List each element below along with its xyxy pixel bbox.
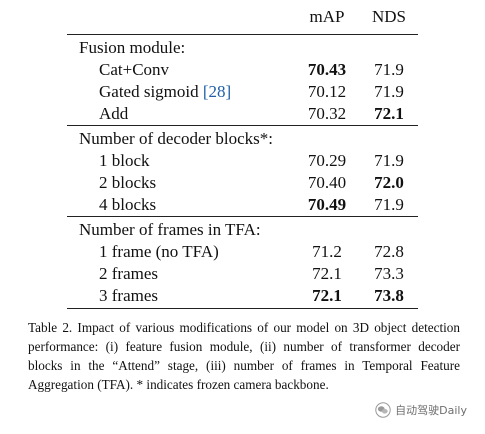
row-label: 2 blocks	[99, 173, 157, 192]
row-nds: 73.8	[360, 285, 418, 309]
row-map: 71.2	[312, 242, 342, 261]
wechat-logo-icon	[375, 402, 391, 418]
table-row: 1 frame (no TFA) 71.2 72.8	[67, 241, 418, 263]
row-nds: 71.9	[374, 60, 404, 79]
table-row: 3 frames 72.1 73.8	[67, 285, 418, 309]
row-label: 4 blocks	[99, 195, 157, 214]
row-map: 70.32	[307, 104, 347, 123]
row-nds: 71.9	[374, 195, 404, 214]
row-label: 3 frames	[67, 285, 294, 309]
results-table: mAP NDS Fusion module: Cat+Conv 70.43 71…	[67, 0, 418, 309]
table-row: Cat+Conv 70.43 71.9	[67, 59, 418, 81]
row-map: 70.12	[307, 82, 347, 101]
row-map: 70.49	[307, 195, 347, 214]
watermark: 自动驾驶Daily	[375, 402, 467, 418]
row-nds: 72.8	[374, 242, 404, 261]
results-table-container: mAP NDS Fusion module: Cat+Conv 70.43 71…	[67, 0, 418, 309]
row-label: Add	[99, 104, 129, 123]
section-title-text: Number of decoder blocks*:	[79, 129, 274, 148]
table-row: 1 block 70.29 71.9	[67, 150, 418, 172]
watermark-text: 自动驾驶Daily	[395, 404, 467, 417]
row-nds: 72.1	[374, 104, 404, 123]
section-heading-row: Number of decoder blocks*:	[67, 125, 418, 150]
row-map: 70.29	[307, 151, 347, 170]
row-map: 72.1	[294, 285, 360, 309]
table-row: 2 frames 72.1 73.3	[67, 263, 418, 285]
row-map: 72.1	[312, 264, 342, 283]
row-label: 2 frames	[99, 264, 159, 283]
row-label: 1 frame (no TFA)	[99, 242, 219, 261]
row-map: 70.40	[307, 173, 347, 192]
table-header-row: mAP NDS	[67, 0, 418, 35]
row-nds: 73.3	[374, 264, 404, 283]
citation-link[interactable]: [28]	[202, 82, 232, 101]
section-title: Number of frames in TFA:	[67, 216, 418, 241]
table-row: Add 70.32 72.1	[67, 103, 418, 126]
table-row: 4 blocks 70.49 71.9	[67, 194, 418, 217]
table-row: Gated sigmoid [28] 70.12 71.9	[67, 81, 418, 103]
header-nds: NDS	[371, 7, 406, 26]
section-title: Number of decoder blocks*:	[67, 125, 418, 150]
row-map: 70.43	[307, 60, 347, 79]
table-row: 2 blocks 70.40 72.0	[67, 172, 418, 194]
section-heading-row: Fusion module:	[67, 34, 418, 59]
row-nds: 72.0	[374, 173, 404, 192]
row-nds: 71.9	[374, 82, 404, 101]
row-label: Cat+Conv	[99, 60, 170, 79]
row-label: 1 block	[99, 151, 150, 170]
row-label-text: Gated sigmoid	[99, 82, 203, 101]
table-caption: Table 2. Impact of various modifications…	[28, 320, 460, 392]
section-title: Fusion module:	[67, 34, 418, 59]
row-nds: 71.9	[374, 151, 404, 170]
row-label: Gated sigmoid [28]	[67, 81, 294, 103]
header-map: mAP	[309, 7, 345, 26]
section-heading-row: Number of frames in TFA:	[67, 216, 418, 241]
header-label	[67, 0, 294, 35]
